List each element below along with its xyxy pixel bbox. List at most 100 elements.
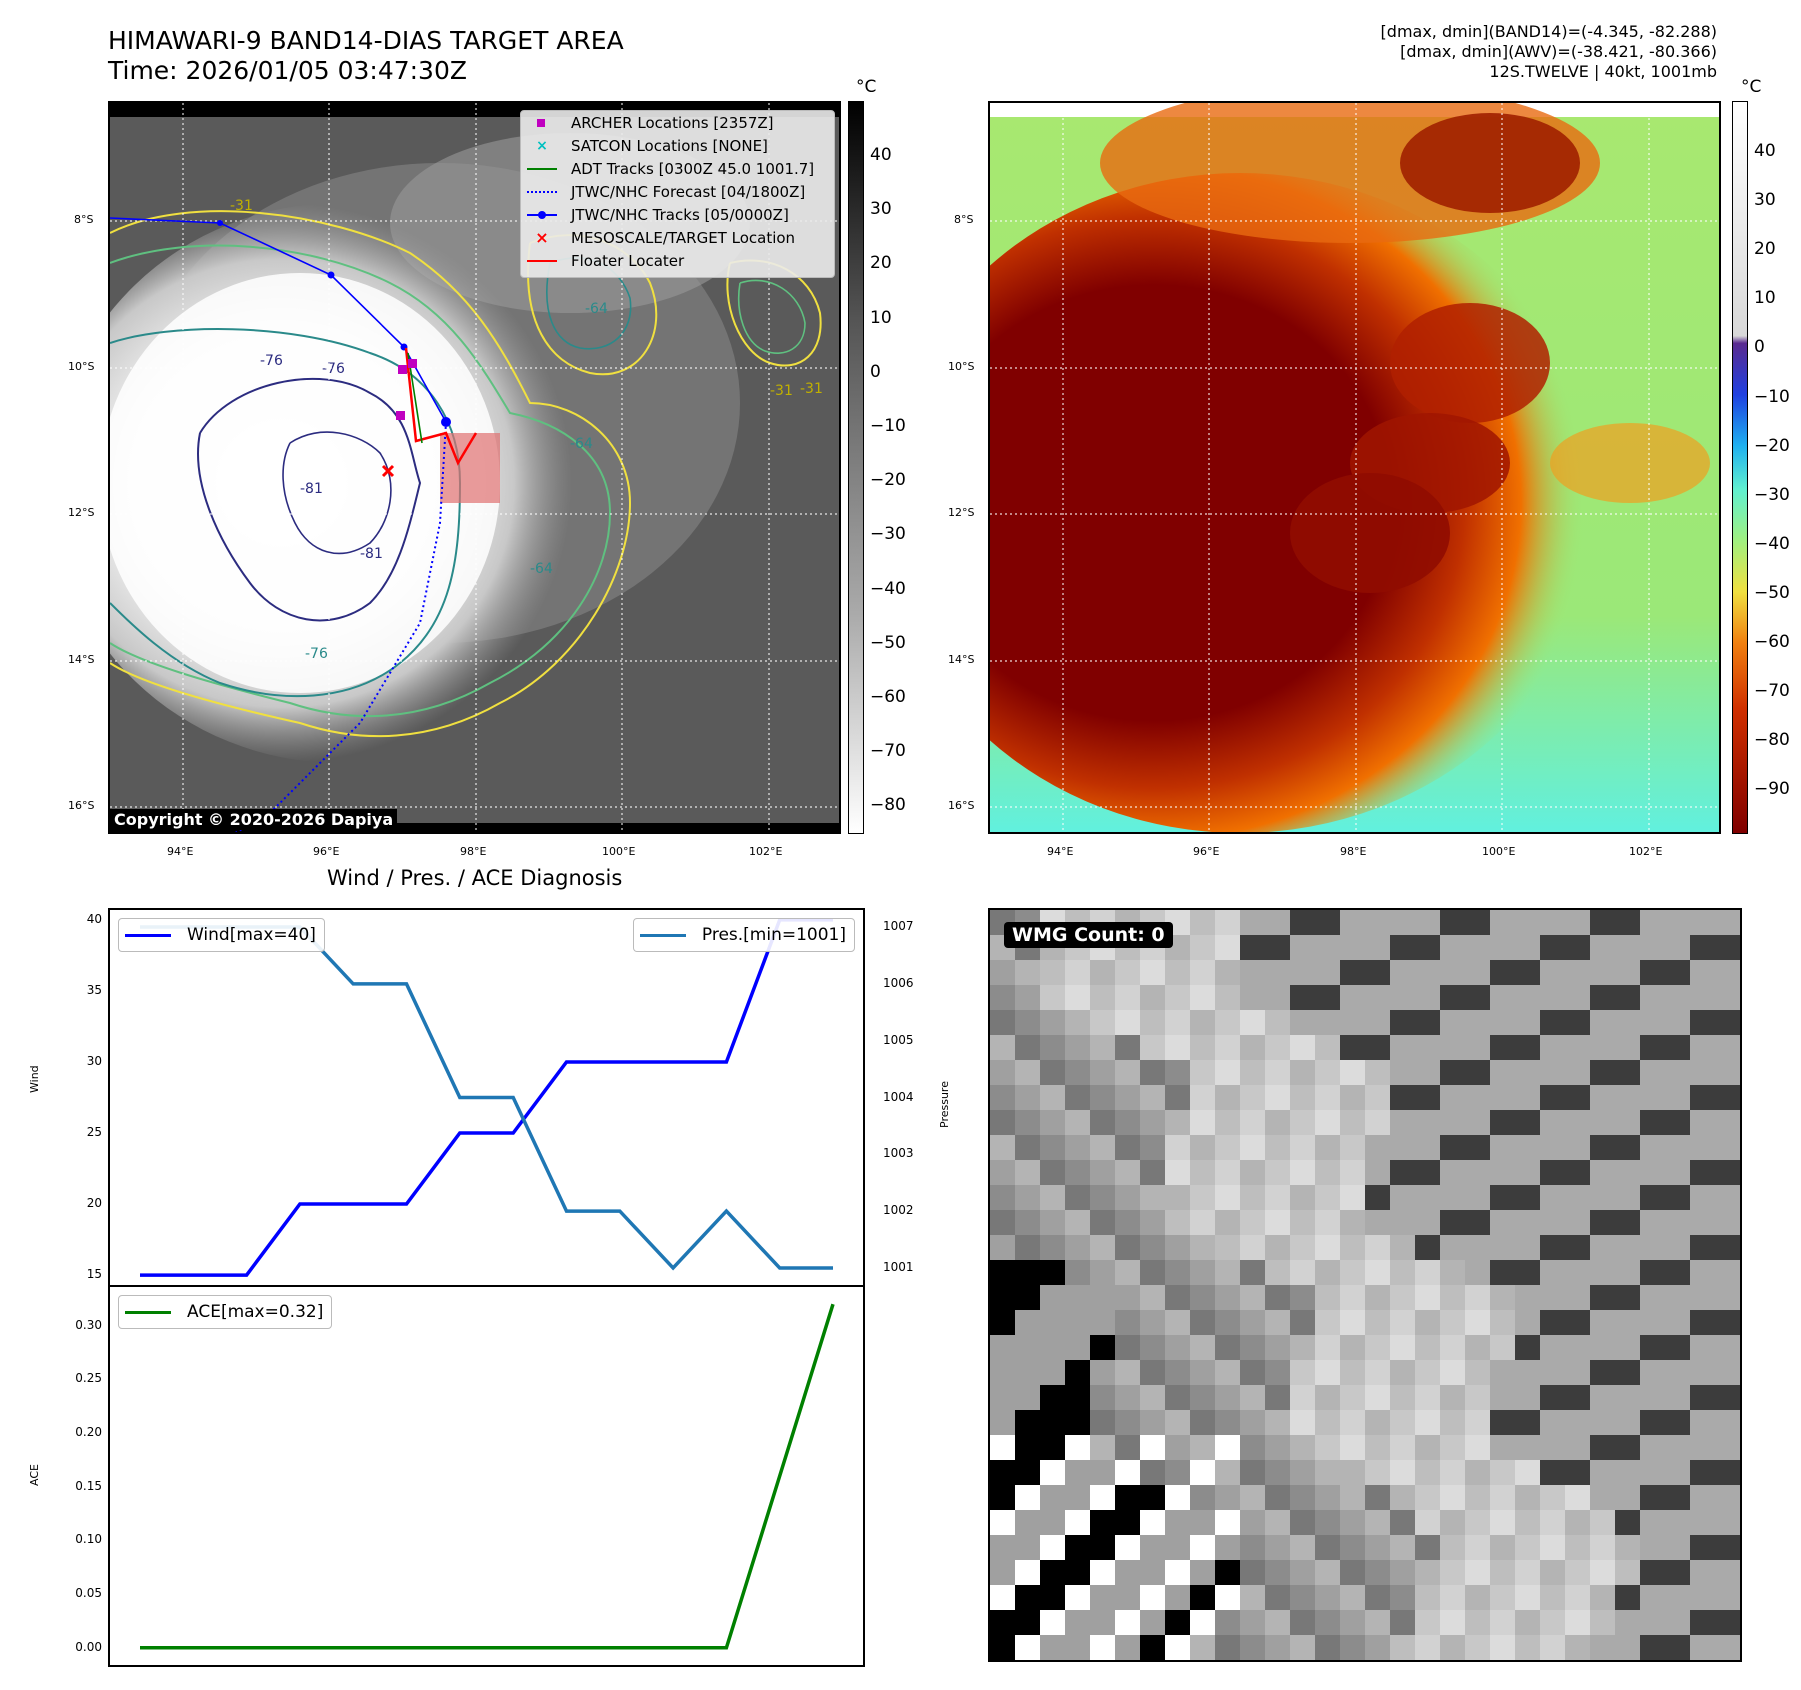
wmg-cell bbox=[1465, 1435, 1490, 1460]
wmg-cell bbox=[1415, 1310, 1440, 1335]
wmg-cell bbox=[1040, 1610, 1065, 1635]
contour-label: -64 bbox=[570, 436, 593, 452]
wmg-cell bbox=[1515, 985, 1540, 1010]
wmg-cell bbox=[1340, 1060, 1365, 1085]
wmg-cell bbox=[1665, 1185, 1690, 1210]
lon-label: 94°E bbox=[1047, 845, 1074, 858]
wmg-cell bbox=[1690, 1485, 1715, 1510]
wmg-cell bbox=[1590, 1585, 1615, 1610]
legend-label: Pres.[min=1001] bbox=[701, 925, 846, 945]
lon-label: 98°E bbox=[1340, 845, 1367, 858]
wmg-cell bbox=[1015, 1210, 1040, 1235]
wmg-cell bbox=[1190, 1085, 1215, 1110]
wmg-cell bbox=[1415, 1510, 1440, 1535]
wmg-cell bbox=[1540, 1110, 1565, 1135]
wmg-cell bbox=[1140, 1610, 1165, 1635]
wmg-cell bbox=[1265, 1310, 1290, 1335]
wmg-cell bbox=[1215, 1160, 1240, 1185]
wmg-cell bbox=[1690, 1210, 1715, 1235]
wmg-cell bbox=[1140, 1310, 1165, 1335]
wmg-cell bbox=[1040, 1510, 1065, 1535]
wmg-cell bbox=[1565, 1460, 1590, 1485]
contour-label: -81 bbox=[360, 546, 383, 562]
wmg-cell bbox=[1065, 1510, 1090, 1535]
wmg-cell bbox=[1490, 1135, 1515, 1160]
wmg-cell bbox=[1515, 1510, 1540, 1535]
wmg-cell bbox=[990, 1235, 1015, 1260]
wmg-cell bbox=[1165, 1635, 1190, 1660]
colorbar-tick-label: −60 bbox=[870, 687, 906, 707]
wmg-cell bbox=[1290, 1460, 1315, 1485]
wmg-cell bbox=[1365, 1160, 1390, 1185]
wmg-cell bbox=[1365, 1435, 1390, 1460]
wmg-cell bbox=[1365, 1085, 1390, 1110]
wmg-cell bbox=[1665, 1485, 1690, 1510]
wmg-cell bbox=[1515, 1460, 1540, 1485]
wmg-cell bbox=[1015, 1535, 1040, 1560]
colorbar-tick-label: −10 bbox=[1754, 386, 1790, 407]
wmg-cell bbox=[1015, 1610, 1040, 1635]
colorbar-tick-label: −80 bbox=[870, 795, 906, 816]
lon-label: 100°E bbox=[1482, 845, 1516, 858]
wmg-cell bbox=[1515, 1335, 1540, 1360]
wmg-cell bbox=[1590, 1310, 1615, 1335]
wmg-cell bbox=[1615, 1435, 1640, 1460]
wmg-cell bbox=[990, 1285, 1015, 1310]
wmg-cell bbox=[1590, 935, 1615, 960]
wmg-cell bbox=[1690, 1385, 1715, 1410]
wmg-cell bbox=[1215, 1310, 1240, 1335]
wmg-cell bbox=[990, 1085, 1015, 1110]
wmg-cell bbox=[1215, 935, 1240, 960]
wmg-cell bbox=[1665, 910, 1690, 935]
wmg-cell bbox=[1390, 1535, 1415, 1560]
wmg-cell bbox=[1040, 1535, 1065, 1560]
wmg-cell bbox=[990, 1610, 1015, 1635]
wmg-cell bbox=[1715, 1335, 1740, 1360]
wmg-cell bbox=[1590, 1260, 1615, 1285]
wmg-cell bbox=[1340, 1410, 1365, 1435]
wmg-cell bbox=[1140, 1385, 1165, 1410]
wmg-cell bbox=[1515, 1610, 1540, 1635]
wmg-cell bbox=[1490, 1235, 1515, 1260]
wmg-cell bbox=[1465, 935, 1490, 960]
wmg-cell bbox=[1490, 1510, 1515, 1535]
colorbar-tick-label: 0 bbox=[870, 361, 881, 382]
wmg-cell bbox=[1365, 1635, 1390, 1660]
wmg-cell bbox=[1565, 1410, 1590, 1435]
wmg-cell bbox=[1515, 1535, 1540, 1560]
wmg-cell bbox=[1415, 1535, 1440, 1560]
wmg-cell bbox=[1715, 1035, 1740, 1060]
wmg-cell bbox=[1565, 1435, 1590, 1460]
wmg-cell bbox=[1265, 1010, 1290, 1035]
wmg-cell bbox=[1265, 1285, 1290, 1310]
wmg-cell bbox=[1440, 960, 1465, 985]
wmg-cell bbox=[1690, 1335, 1715, 1360]
wmg-cell bbox=[1490, 1185, 1515, 1210]
wmg-cell bbox=[1215, 1385, 1240, 1410]
wmg-cell bbox=[1440, 1085, 1465, 1110]
wmg-cell bbox=[1490, 1635, 1515, 1660]
wmg-cell bbox=[1190, 1410, 1215, 1435]
wmg-cell bbox=[1315, 910, 1340, 935]
wmg-cell bbox=[1265, 1035, 1290, 1060]
wmg-cell bbox=[1290, 960, 1315, 985]
wmg-cell bbox=[1690, 1060, 1715, 1085]
wmg-cell bbox=[1715, 1285, 1740, 1310]
wmg-cell bbox=[1315, 1285, 1340, 1310]
wmg-cell bbox=[1215, 1010, 1240, 1035]
wmg-cell bbox=[1665, 1335, 1690, 1360]
wmg-cell bbox=[1515, 1385, 1540, 1410]
legend-item-satcon: × SATCON Locations [NONE] bbox=[521, 134, 834, 157]
wmg-cell bbox=[1240, 1335, 1265, 1360]
wmg-cell bbox=[1665, 1385, 1690, 1410]
wmg-cell bbox=[1065, 1485, 1090, 1510]
wmg-cell bbox=[1140, 1110, 1165, 1135]
wmg-cell bbox=[1465, 1335, 1490, 1360]
wmg-cell bbox=[1240, 1235, 1265, 1260]
wmg-cell bbox=[1315, 960, 1340, 985]
wmg-cell bbox=[1240, 1010, 1265, 1035]
wmg-cell bbox=[1365, 1360, 1390, 1385]
wmg-cell bbox=[1115, 1460, 1140, 1485]
wmg-cell bbox=[1365, 1035, 1390, 1060]
wmg-cell bbox=[1490, 1485, 1515, 1510]
